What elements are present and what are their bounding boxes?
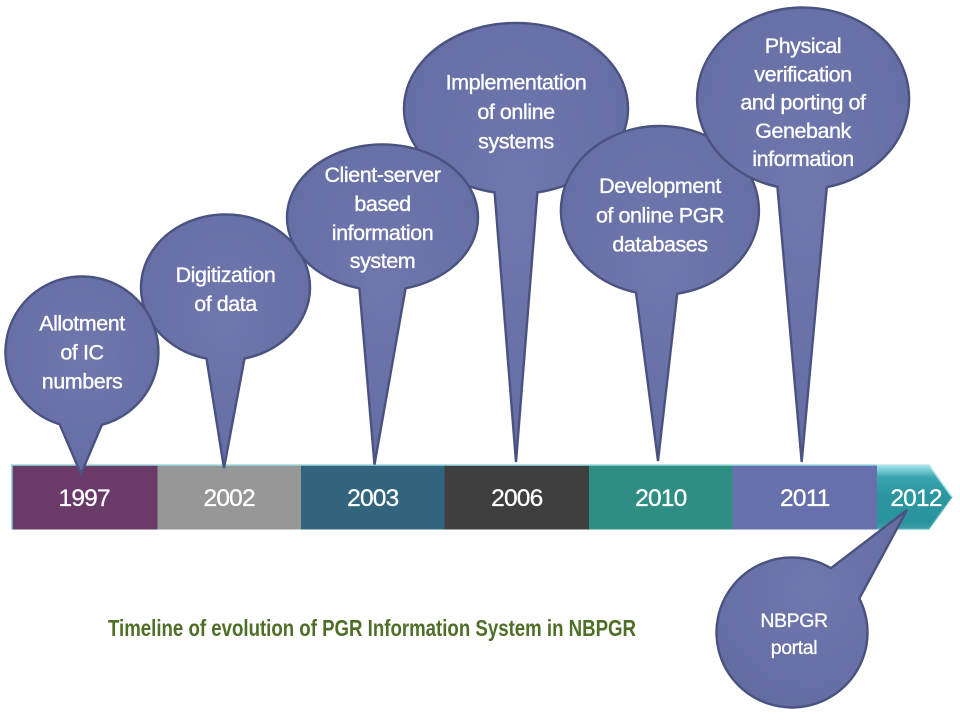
- svg-text:1997: 1997: [59, 485, 110, 512]
- svg-text:information: information: [752, 147, 853, 171]
- svg-text:information: information: [332, 221, 433, 245]
- svg-text:of data: of data: [194, 292, 257, 316]
- svg-text:Physical: Physical: [765, 34, 841, 58]
- svg-text:2003: 2003: [347, 485, 398, 512]
- svg-text:Genebank: Genebank: [755, 119, 851, 143]
- svg-text:numbers: numbers: [42, 370, 123, 394]
- svg-text:databases: databases: [612, 233, 707, 257]
- svg-text:Digitization: Digitization: [176, 263, 276, 287]
- svg-text:2010: 2010: [635, 485, 686, 512]
- svg-text:2012: 2012: [890, 485, 941, 512]
- svg-text:Implementation: Implementation: [446, 71, 587, 95]
- svg-text:of IC: of IC: [60, 341, 103, 365]
- svg-text:2006: 2006: [491, 485, 542, 512]
- svg-text:of online: of online: [477, 100, 554, 124]
- svg-text:of online PGR: of online PGR: [596, 203, 724, 227]
- svg-text:portal: portal: [771, 637, 817, 659]
- svg-text:NBPGR: NBPGR: [760, 610, 828, 632]
- svg-text:systems: systems: [478, 130, 554, 154]
- svg-text:2011: 2011: [780, 485, 830, 512]
- svg-text:and porting of: and porting of: [740, 91, 866, 115]
- svg-text:system: system: [350, 249, 415, 273]
- svg-text:based: based: [354, 192, 410, 216]
- svg-text:Allotment: Allotment: [39, 312, 125, 336]
- svg-text:verification: verification: [754, 62, 851, 86]
- svg-text:2002: 2002: [204, 485, 255, 512]
- svg-text:Client-server: Client-server: [324, 163, 440, 187]
- svg-text:Timeline of evolution of PGR I: Timeline of evolution of PGR Information…: [108, 615, 636, 641]
- svg-text:Development: Development: [599, 174, 721, 198]
